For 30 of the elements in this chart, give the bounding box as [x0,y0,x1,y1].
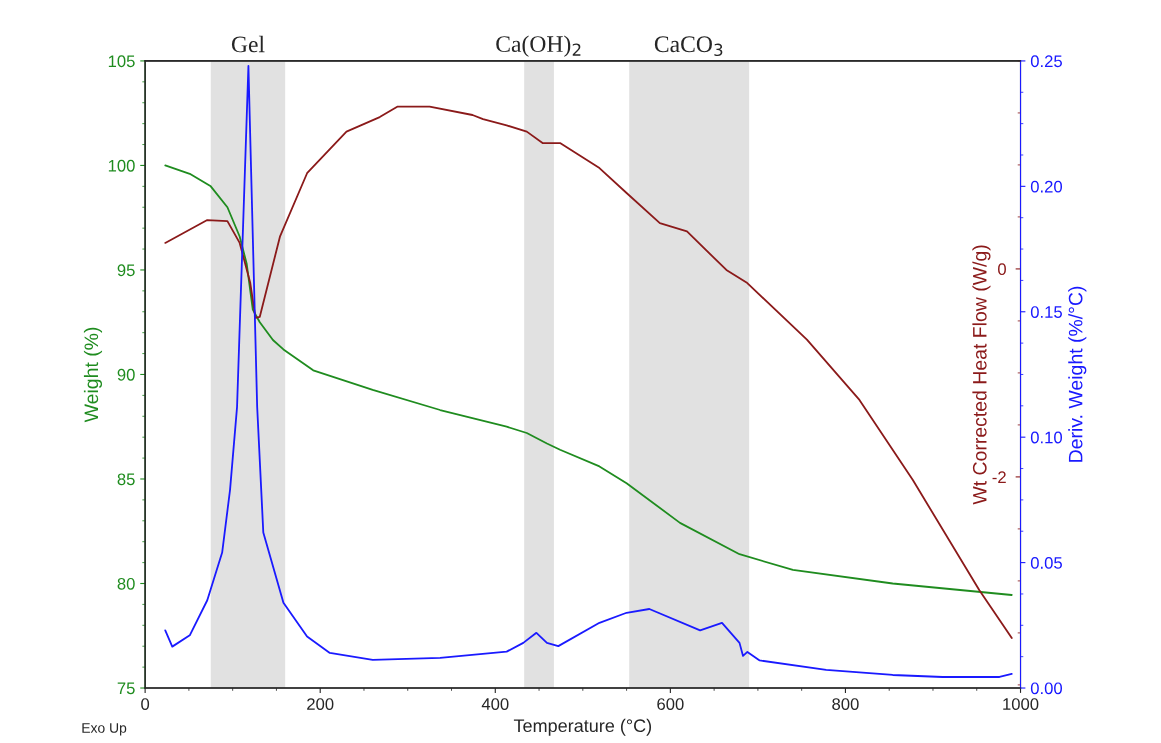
x-tick-label: 0 [141,698,150,710]
y2-axis-title: Wt Corrected Heat Flow (W/g) [972,245,991,505]
y3-tick-label: 0.15 [1030,306,1062,318]
line-series [164,164,1013,596]
band-label: CaCO$_{3}$ [654,36,723,57]
y2-tick-label: 0 [998,263,1006,276]
x-tick-label: 800 [832,698,859,710]
y2-tick-label: -2 [992,471,1006,483]
y3-axis-title: Deriv. Weight (%/°C) [1068,286,1087,462]
y3-tick-label: 0.25 [1030,55,1062,68]
y-tick-label: 90 [117,368,135,381]
x-axis-title: Temperature (°C) [513,718,652,736]
text: Exo Up [82,723,127,736]
y-tick-label: 80 [117,577,135,590]
y-axis-title: Weight (%) [83,327,103,423]
x-tick-label: 200 [307,698,334,710]
y3-tick-label: 0.10 [1030,431,1063,444]
band-label: Ca(OH)$_{2}$ [496,35,581,57]
x-tick-label: 400 [481,698,509,710]
y-tick-label: 105 [108,55,135,68]
y-tick-label: 75 [117,682,135,695]
y-tick-label: 100 [108,159,135,172]
band-label: Gel [231,35,265,53]
x-tick-label: 600 [657,698,684,710]
y-tick-label: 95 [117,264,135,277]
y3-tick-label: 0.05 [1030,557,1062,569]
y3-tick-label: 0.20 [1030,180,1063,193]
y-tick-label: 85 [117,473,135,486]
y3-tick-label: 0.00 [1030,682,1063,695]
x-tick-label: 1000 [1003,698,1039,710]
